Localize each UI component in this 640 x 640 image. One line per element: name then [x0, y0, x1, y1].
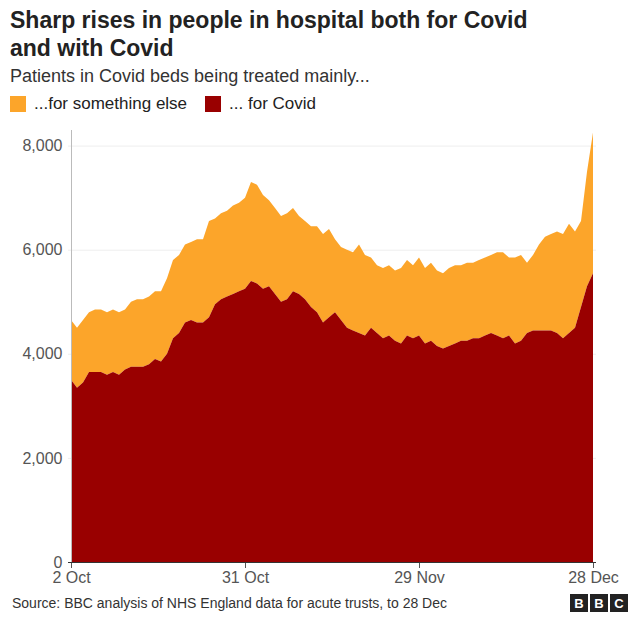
html-text:B: B — [594, 595, 604, 611]
svg-text:4,000: 4,000 — [22, 345, 62, 362]
html-text:Patients in Covid beds being t: Patients in Covid beds being treated mai… — [10, 66, 370, 86]
svg-text:29 Nov: 29 Nov — [394, 569, 445, 586]
svg-text:2,000: 2,000 — [22, 450, 62, 467]
html-text:C: C — [614, 595, 624, 611]
svg-text:0: 0 — [53, 553, 63, 571]
html-text:B: B — [574, 595, 584, 611]
html-text:...for something else: ...for something else — [34, 94, 188, 113]
svg-text:2 Oct: 2 Oct — [52, 569, 91, 586]
svg-text:8,000: 8,000 — [22, 137, 62, 154]
svg-text:6,000: 6,000 — [22, 241, 62, 258]
html-text:Sharp rises in people in hospi: Sharp rises in people in hospital both f… — [10, 7, 528, 61]
svg-text:28 Dec: 28 Dec — [568, 569, 619, 586]
html-text:Source: BBC analysis of NHS En: Source: BBC analysis of NHS England data… — [12, 595, 447, 611]
html-text:... for Covid: ... for Covid — [229, 94, 316, 113]
svg-text:31 Oct: 31 Oct — [222, 569, 270, 586]
